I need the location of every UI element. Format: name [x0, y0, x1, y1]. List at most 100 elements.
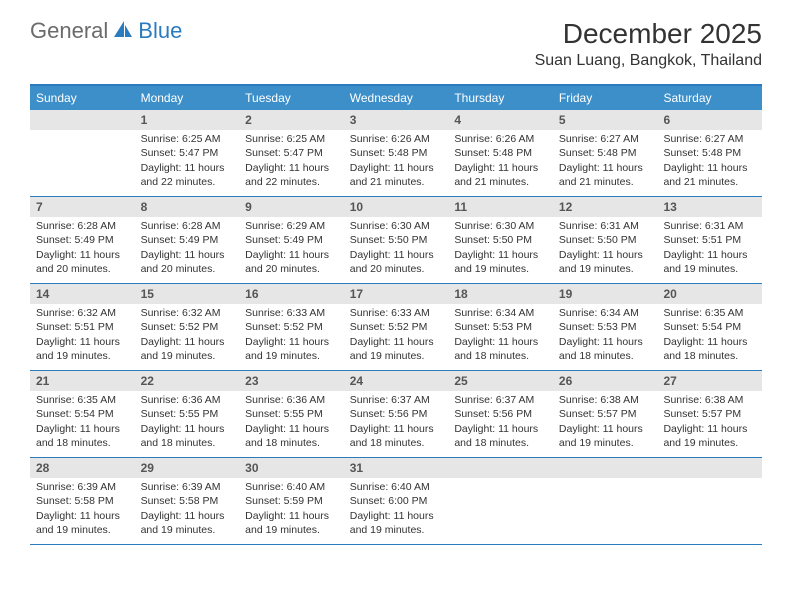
daylight-text: and 20 minutes. [245, 262, 338, 276]
sunset-text: Sunset: 5:47 PM [141, 146, 234, 160]
weekday-header-row: SundayMondayTuesdayWednesdayThursdayFrid… [30, 86, 762, 110]
sunrise-text: Sunrise: 6:31 AM [559, 219, 652, 233]
daylight-text: and 19 minutes. [454, 262, 547, 276]
day-cell: 13Sunrise: 6:31 AMSunset: 5:51 PMDayligh… [657, 197, 762, 283]
sunset-text: Sunset: 5:48 PM [454, 146, 547, 160]
sunset-text: Sunset: 5:47 PM [245, 146, 338, 160]
sunrise-text: Sunrise: 6:35 AM [36, 393, 129, 407]
day-body: Sunrise: 6:27 AMSunset: 5:48 PMDaylight:… [657, 130, 762, 193]
day-body: Sunrise: 6:40 AMSunset: 5:59 PMDaylight:… [239, 478, 344, 541]
sunrise-text: Sunrise: 6:39 AM [141, 480, 234, 494]
day-body: Sunrise: 6:30 AMSunset: 5:50 PMDaylight:… [344, 217, 449, 280]
daylight-text: Daylight: 11 hours [350, 335, 443, 349]
weekday-tuesday: Tuesday [239, 86, 344, 110]
daylight-text: and 19 minutes. [350, 523, 443, 537]
sunrise-text: Sunrise: 6:29 AM [245, 219, 338, 233]
daylight-text: Daylight: 11 hours [454, 335, 547, 349]
daylight-text: Daylight: 11 hours [350, 161, 443, 175]
day-cell: 22Sunrise: 6:36 AMSunset: 5:55 PMDayligh… [135, 371, 240, 457]
daylight-text: and 19 minutes. [141, 523, 234, 537]
day-body: Sunrise: 6:38 AMSunset: 5:57 PMDaylight:… [657, 391, 762, 454]
daylight-text: and 21 minutes. [454, 175, 547, 189]
sunset-text: Sunset: 5:55 PM [245, 407, 338, 421]
sunset-text: Sunset: 5:53 PM [559, 320, 652, 334]
day-cell: 23Sunrise: 6:36 AMSunset: 5:55 PMDayligh… [239, 371, 344, 457]
daylight-text: and 19 minutes. [559, 436, 652, 450]
day-cell: 1Sunrise: 6:25 AMSunset: 5:47 PMDaylight… [135, 110, 240, 196]
day-number: 18 [448, 284, 553, 304]
week-row: 28Sunrise: 6:39 AMSunset: 5:58 PMDayligh… [30, 458, 762, 545]
day-number: 30 [239, 458, 344, 478]
logo-sail-icon [112, 19, 134, 44]
sunset-text: Sunset: 5:52 PM [141, 320, 234, 334]
day-number: 2 [239, 110, 344, 130]
daylight-text: and 18 minutes. [559, 349, 652, 363]
daylight-text: and 21 minutes. [559, 175, 652, 189]
month-title: December 2025 [535, 18, 762, 50]
sunrise-text: Sunrise: 6:26 AM [350, 132, 443, 146]
daylight-text: and 19 minutes. [36, 523, 129, 537]
sunset-text: Sunset: 5:54 PM [663, 320, 756, 334]
sunrise-text: Sunrise: 6:32 AM [36, 306, 129, 320]
day-number: 10 [344, 197, 449, 217]
day-cell: 25Sunrise: 6:37 AMSunset: 5:56 PMDayligh… [448, 371, 553, 457]
day-number: 8 [135, 197, 240, 217]
day-number: 1 [135, 110, 240, 130]
day-body: Sunrise: 6:29 AMSunset: 5:49 PMDaylight:… [239, 217, 344, 280]
day-number: 4 [448, 110, 553, 130]
daylight-text: Daylight: 11 hours [663, 161, 756, 175]
week-row: 7Sunrise: 6:28 AMSunset: 5:49 PMDaylight… [30, 197, 762, 284]
weekday-wednesday: Wednesday [344, 86, 449, 110]
day-body: Sunrise: 6:36 AMSunset: 5:55 PMDaylight:… [135, 391, 240, 454]
sunset-text: Sunset: 5:52 PM [350, 320, 443, 334]
daylight-text: and 18 minutes. [36, 436, 129, 450]
day-cell: 11Sunrise: 6:30 AMSunset: 5:50 PMDayligh… [448, 197, 553, 283]
daylight-text: Daylight: 11 hours [36, 335, 129, 349]
day-body: Sunrise: 6:40 AMSunset: 6:00 PMDaylight:… [344, 478, 449, 541]
daylight-text: Daylight: 11 hours [141, 161, 234, 175]
logo-text-general: General [30, 18, 108, 44]
day-number: 16 [239, 284, 344, 304]
day-number: 3 [344, 110, 449, 130]
day-body: Sunrise: 6:26 AMSunset: 5:48 PMDaylight:… [344, 130, 449, 193]
daylight-text: Daylight: 11 hours [559, 422, 652, 436]
week-row: 14Sunrise: 6:32 AMSunset: 5:51 PMDayligh… [30, 284, 762, 371]
day-number: 12 [553, 197, 658, 217]
daylight-text: and 19 minutes. [559, 262, 652, 276]
day-body [30, 130, 135, 136]
day-body: Sunrise: 6:28 AMSunset: 5:49 PMDaylight:… [30, 217, 135, 280]
day-body [448, 478, 553, 484]
sunset-text: Sunset: 5:49 PM [245, 233, 338, 247]
sunset-text: Sunset: 5:56 PM [350, 407, 443, 421]
daylight-text: Daylight: 11 hours [36, 422, 129, 436]
day-body: Sunrise: 6:34 AMSunset: 5:53 PMDaylight:… [553, 304, 658, 367]
daylight-text: Daylight: 11 hours [350, 248, 443, 262]
daylight-text: Daylight: 11 hours [245, 161, 338, 175]
day-cell: 12Sunrise: 6:31 AMSunset: 5:50 PMDayligh… [553, 197, 658, 283]
day-number [30, 110, 135, 130]
daylight-text: and 18 minutes. [245, 436, 338, 450]
logo-text-blue: Blue [138, 18, 182, 44]
day-number: 5 [553, 110, 658, 130]
day-cell: 3Sunrise: 6:26 AMSunset: 5:48 PMDaylight… [344, 110, 449, 196]
daylight-text: Daylight: 11 hours [663, 335, 756, 349]
sunset-text: Sunset: 5:49 PM [141, 233, 234, 247]
sunrise-text: Sunrise: 6:36 AM [245, 393, 338, 407]
day-cell [553, 458, 658, 544]
sunrise-text: Sunrise: 6:25 AM [245, 132, 338, 146]
daylight-text: and 19 minutes. [663, 262, 756, 276]
day-number: 26 [553, 371, 658, 391]
day-cell: 17Sunrise: 6:33 AMSunset: 5:52 PMDayligh… [344, 284, 449, 370]
sunset-text: Sunset: 5:58 PM [36, 494, 129, 508]
sunrise-text: Sunrise: 6:37 AM [350, 393, 443, 407]
day-cell: 8Sunrise: 6:28 AMSunset: 5:49 PMDaylight… [135, 197, 240, 283]
day-body: Sunrise: 6:27 AMSunset: 5:48 PMDaylight:… [553, 130, 658, 193]
day-cell: 6Sunrise: 6:27 AMSunset: 5:48 PMDaylight… [657, 110, 762, 196]
daylight-text: Daylight: 11 hours [559, 248, 652, 262]
day-cell: 9Sunrise: 6:29 AMSunset: 5:49 PMDaylight… [239, 197, 344, 283]
sunrise-text: Sunrise: 6:31 AM [663, 219, 756, 233]
day-body: Sunrise: 6:31 AMSunset: 5:51 PMDaylight:… [657, 217, 762, 280]
daylight-text: and 18 minutes. [663, 349, 756, 363]
daylight-text: and 20 minutes. [350, 262, 443, 276]
day-cell: 15Sunrise: 6:32 AMSunset: 5:52 PMDayligh… [135, 284, 240, 370]
